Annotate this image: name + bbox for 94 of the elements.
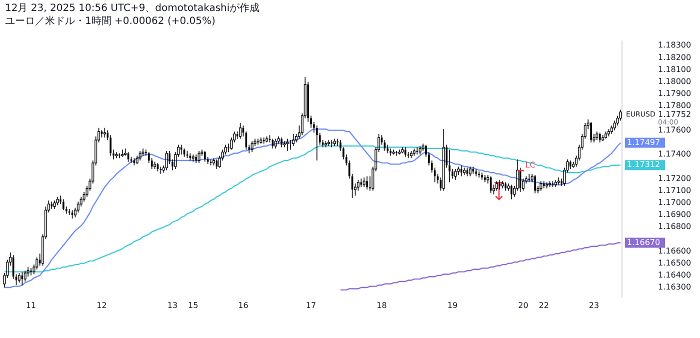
candlestick (280, 137, 282, 148)
candlestick (26, 266, 30, 278)
data-label: 1.17497 (627, 138, 660, 147)
candlestick (362, 177, 366, 188)
candlestick (404, 146, 406, 158)
candlestick (21, 271, 24, 286)
candlestick (198, 150, 200, 164)
candlestick (396, 150, 398, 156)
y-tick-label: 1.17400 (658, 150, 692, 159)
candlestick (598, 132, 601, 143)
candlestick (590, 121, 592, 143)
candlestick (460, 164, 462, 177)
candlestick (484, 174, 486, 183)
y-tick-label: 1.17600 (658, 125, 692, 134)
chart-title: ユーロ／米ドル・1時間 +0.00062 (+0.05%) (5, 14, 216, 28)
candlestick (534, 174, 536, 194)
y-tick-label: 1.17100 (658, 186, 692, 195)
chart-subtitle: 12月 23, 2025 10:56 UTC+9、domototakashiが作成 (5, 2, 260, 15)
x-tick-label: 20 (518, 301, 528, 310)
candlestick (366, 176, 368, 190)
y-tick-label: 1.16800 (658, 222, 692, 232)
candlestick (472, 166, 474, 174)
candlestick (138, 150, 142, 161)
candlestick (596, 131, 598, 140)
x-tick-label: 22 (538, 301, 549, 310)
y-tick-label: 1.16600 (658, 246, 692, 256)
candlestick (542, 180, 545, 189)
annotation: LC (525, 160, 536, 170)
candlestick (501, 180, 504, 189)
candlestick (390, 148, 392, 156)
y-tick-label: 1.17800 (658, 101, 692, 110)
candlestick (504, 182, 506, 192)
y-tick-label: 1.17900 (658, 89, 692, 98)
candlestick (286, 138, 289, 152)
x-tick-label: 19 (447, 301, 458, 310)
x-tick-label: 18 (376, 301, 387, 310)
y-tick-label: 1.16300 (658, 282, 692, 292)
y-tick-label: 1.18100 (658, 64, 692, 74)
candlestick (115, 152, 118, 159)
y-tick-label: 1.16400 (658, 270, 692, 280)
candlestick (333, 138, 336, 146)
candlestick (418, 146, 422, 155)
text: 1.17752 (658, 110, 692, 119)
candlestick (316, 125, 318, 161)
data-label: 1.17312 (627, 160, 660, 170)
candlestick (481, 172, 483, 180)
candlestick (142, 148, 144, 156)
y-tick-label: 1.18300 (658, 40, 692, 50)
x-tick-label: 15 (188, 301, 198, 310)
y-tick-label: 1.16500 (658, 258, 692, 268)
candlestick (260, 137, 262, 144)
x-tick-label: 16 (238, 301, 248, 310)
candlestick (56, 196, 59, 206)
candlestick (283, 140, 286, 148)
candlestick (257, 138, 259, 146)
candlestick (401, 146, 404, 154)
candlestick (557, 177, 560, 186)
candlestick (53, 200, 56, 210)
candlestick (165, 150, 168, 171)
candlestick (110, 134, 112, 156)
candlestick (475, 168, 478, 177)
candlestick (30, 268, 32, 276)
candlestick (121, 149, 124, 158)
candlestick (619, 109, 622, 122)
candlestick (204, 150, 206, 162)
candlestick (454, 168, 457, 180)
candlestick (36, 256, 38, 270)
candlestick (570, 160, 572, 170)
candlestick (448, 149, 450, 183)
x-tick-label: 23 (588, 301, 600, 310)
candlestick (392, 149, 395, 155)
candlestick (195, 154, 197, 164)
candlestick (442, 128, 445, 192)
candlestick (250, 140, 254, 152)
candlestick (540, 180, 542, 192)
candlestick (136, 155, 138, 165)
x-tick-label: 11 (26, 301, 36, 310)
y-tick-label: 1.18000 (658, 77, 692, 86)
candlestick (50, 201, 53, 210)
y-tick-label: 1.17000 (658, 198, 692, 207)
y-tick-label: 1.17200 (658, 174, 692, 183)
candlestick (62, 198, 64, 211)
candlestick (24, 270, 26, 282)
candlestick (228, 143, 230, 152)
data-label: 1.16670 (627, 238, 660, 247)
candlestick (510, 184, 512, 200)
x-tick-label: 13 (167, 301, 178, 310)
candlestick (613, 120, 616, 131)
x-tick-label: 17 (306, 301, 316, 310)
y-tick-label: 1.16900 (658, 210, 692, 220)
x-tick-label: 12 (96, 301, 107, 310)
candlestick (398, 149, 401, 155)
y-tick-label: 1.18200 (658, 52, 692, 62)
candlestick (192, 154, 194, 162)
